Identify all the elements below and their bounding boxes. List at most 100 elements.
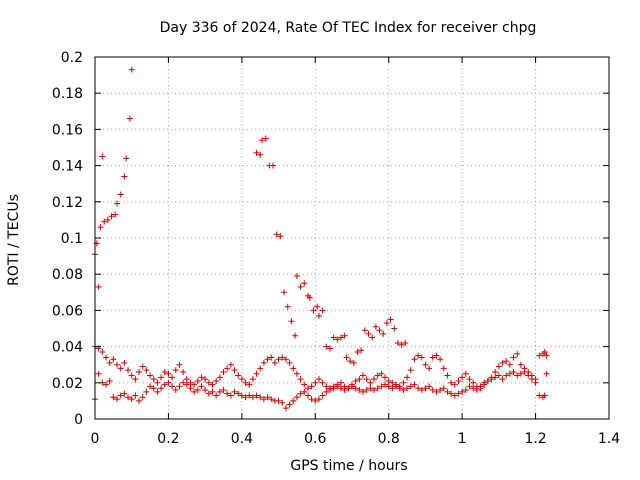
data-point-high-arc-satellite-1 — [108, 213, 115, 220]
data-point-lower-band — [180, 379, 187, 386]
data-point-lower-band — [319, 392, 326, 399]
data-point-lower-band — [103, 381, 110, 388]
data-point-upper-band — [315, 376, 322, 383]
data-point-lower-band — [525, 372, 532, 379]
data-point-upper-band — [268, 354, 275, 361]
data-point-lower-band — [158, 385, 165, 392]
x-tick-label: 0 — [91, 431, 100, 447]
data-point-high-arc-satellite-2 — [253, 149, 260, 156]
data-point-lower-band — [481, 379, 488, 386]
data-point-lower-band — [495, 372, 502, 379]
data-point-lower-band — [517, 370, 524, 377]
data-point-lower-band — [433, 388, 440, 395]
data-point-upper-band — [543, 352, 550, 359]
data-point-lower-band — [528, 376, 535, 383]
data-point-lower-band — [499, 376, 506, 383]
data-point-high-arc-satellite-1 — [128, 66, 135, 73]
data-point-lower-band — [172, 387, 179, 394]
data-point-upper-band — [103, 354, 110, 361]
data-point-upper-band — [466, 376, 473, 383]
data-point-high-arc-satellite-2 — [315, 312, 322, 319]
data-point-lower-band — [385, 383, 392, 390]
data-point-lower-band — [510, 368, 517, 375]
data-point-upper-band — [246, 381, 253, 388]
data-point-lower-band — [400, 387, 407, 394]
data-point-high-arc-satellite-2 — [306, 294, 313, 301]
x-tick-label: 0.4 — [231, 431, 253, 447]
data-point-upper-band — [158, 374, 165, 381]
data-point-lower-band — [429, 387, 436, 394]
data-point-high-arc-satellite-2 — [347, 358, 354, 365]
data-point-upper-band — [128, 372, 135, 379]
data-point-high-arc-satellite-2 — [350, 359, 357, 366]
data-point-lower-band — [363, 387, 370, 394]
data-point-lower-band — [198, 383, 205, 390]
data-point-upper-band — [231, 367, 238, 374]
data-point-upper-band — [297, 376, 304, 383]
data-point-lower-band — [231, 388, 238, 395]
data-point-lower-band — [249, 394, 256, 401]
data-point-lower-band — [543, 370, 550, 377]
data-point-upper-band — [286, 359, 293, 366]
data-point-lower-band — [268, 396, 275, 403]
data-point-high-arc-satellite-2 — [310, 307, 317, 314]
y-tick-label: 0.16 — [52, 122, 83, 138]
data-point-high-arc-satellite-1 — [95, 283, 102, 290]
data-point-lower-band — [290, 397, 297, 404]
data-point-upper-band — [462, 370, 469, 377]
data-point-lower-band — [150, 385, 157, 392]
data-point-upper-band — [312, 379, 319, 386]
data-point-high-arc-satellite-2 — [383, 320, 390, 327]
data-point-high-arc-satellite-2 — [297, 283, 304, 290]
data-point-lower-band — [308, 396, 315, 403]
data-point-lower-band — [117, 392, 124, 399]
tick-labels: 0 0.2 0.4 0.6 0.8 1 1.2 1.4 0 0.02 0.04 0.06 0.08 0.1… — [52, 50, 620, 447]
data-point-lower-band — [106, 377, 113, 384]
data-point-upper-band — [536, 352, 543, 359]
data-point-high-arc-satellite-1 — [97, 224, 104, 231]
data-point-upper-band — [503, 358, 510, 365]
data-point-lower-band — [227, 392, 234, 399]
data-point-high-arc-satellite-2 — [391, 325, 398, 332]
data-point-lower-band — [422, 385, 429, 392]
data-point-lower-band — [492, 374, 499, 381]
data-point-lower-band — [466, 383, 473, 390]
data-point-lower-band — [367, 385, 374, 392]
data-point-upper-band — [319, 379, 326, 386]
data-point-upper-band — [110, 356, 117, 363]
x-tick-label: 1.2 — [524, 431, 546, 447]
data-point-upper-band — [541, 349, 548, 356]
data-point-upper-band — [216, 374, 223, 381]
x-tick-label: 0.2 — [157, 431, 179, 447]
data-point-upper-band — [187, 379, 194, 386]
data-point-lower-band — [330, 385, 337, 392]
data-point-lower-band — [128, 396, 135, 403]
data-point-upper-band — [139, 363, 146, 370]
data-point-upper-band — [143, 367, 150, 374]
data-point-lower-band — [125, 394, 132, 401]
data-point-lower-band — [451, 392, 458, 399]
data-point-upper-band — [308, 383, 315, 390]
data-point-lower-band — [139, 394, 146, 401]
data-point-lower-band — [202, 387, 209, 394]
data-point-upper-band — [459, 374, 466, 381]
data-point-high-arc-satellite-2 — [273, 231, 280, 238]
data-point-lower-band — [275, 397, 282, 404]
chart-title: Day 336 of 2024, Rate Of TEC Index for r… — [160, 20, 537, 36]
data-point-upper-band — [407, 367, 414, 374]
data-point-lower-band — [257, 394, 264, 401]
y-tick-label: 0.06 — [52, 303, 83, 319]
data-point-lower-band — [426, 383, 433, 390]
data-point-lower-band — [183, 381, 190, 388]
data-point-upper-band — [356, 376, 363, 383]
x-tick-label: 0.6 — [304, 431, 326, 447]
data-point-lower-band — [293, 394, 300, 401]
data-point-high-arc-satellite-2 — [334, 336, 341, 343]
data-point-lower-band — [187, 385, 194, 392]
y-tick-label: 0.18 — [52, 86, 83, 102]
data-point-lower-band — [382, 381, 389, 388]
data-point-lower-band — [304, 392, 311, 399]
data-point-lower-band — [323, 388, 330, 395]
x-axis-label: GPS time / hours — [290, 458, 407, 474]
